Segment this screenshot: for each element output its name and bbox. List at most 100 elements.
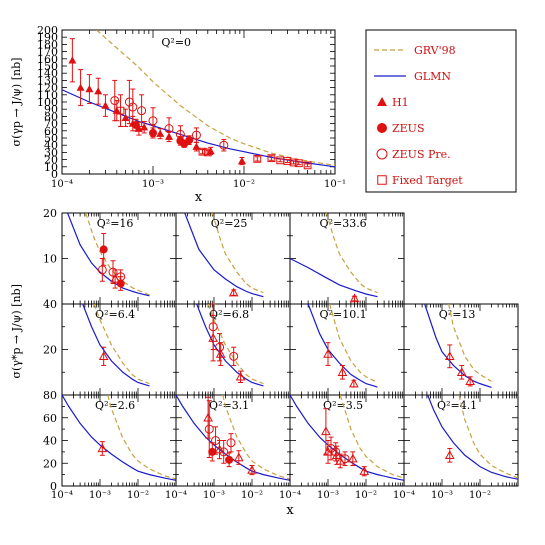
top-point-h1	[76, 83, 85, 91]
dis-errorbar	[206, 400, 212, 459]
top-ylabel: σ(γp → J/ψ) [nb]	[10, 58, 23, 147]
top-point-zeusp	[191, 130, 201, 140]
legend-entry-zeus: ZEUS	[377, 122, 424, 135]
top-errorbar	[150, 107, 156, 135]
top-point-zeusp	[164, 124, 174, 134]
top-xtick-label: 10⁻²	[233, 179, 255, 190]
top-point-fixed	[294, 159, 303, 168]
top-ytick-label: 200	[37, 24, 58, 37]
dis-panel: Q²=33.6	[289, 212, 405, 305]
top-point-h1	[101, 101, 110, 109]
dis-glmn-curve-1	[184, 213, 264, 298]
dis-xtick-label: 10⁻³	[203, 490, 225, 501]
dis-panel: Q²=16	[61, 212, 177, 305]
dis-ytick-label: 20	[43, 457, 57, 470]
top-ytick-label: 100	[37, 96, 58, 109]
dis-panel-q2-label: Q²=10.1	[320, 308, 367, 321]
top-panel: 0102030405060708090100110120130140150160…	[10, 24, 346, 205]
dis-ylabel: σ(γ*p → J/ψ) [nb]	[10, 284, 23, 378]
dis-glmn-curve-6	[424, 304, 492, 389]
top-point-h1	[94, 87, 103, 95]
top-q2-label: Q²=0	[161, 36, 191, 49]
dis-errorbar	[218, 342, 224, 366]
top-point-h1	[85, 85, 94, 93]
dis-errorbar	[325, 342, 331, 366]
dis-xtick-label: 10⁻⁴	[165, 490, 187, 501]
dis-errorbar	[221, 440, 227, 464]
dis-errorbar	[210, 314, 216, 362]
dis-grv-curve-8	[222, 395, 290, 480]
top-point-fixed	[198, 147, 207, 156]
top-point-zeus	[185, 136, 194, 145]
legend-fixed-swatch	[377, 175, 387, 185]
dis-xtick-label: 10⁻³	[431, 490, 453, 501]
dis-xtick-label: 10⁻²	[469, 490, 491, 501]
dis-errorbar	[99, 258, 105, 282]
top-ytick-label: 130	[37, 74, 58, 87]
dis-xtick-label: 10⁻⁴	[51, 490, 73, 501]
top-errorbar	[305, 163, 311, 168]
top-xtick-label: 10⁻³	[142, 179, 164, 190]
dis-point-zeus	[99, 245, 108, 254]
dis-glmn-curve-10	[427, 395, 518, 480]
dis-glmn-curve-3	[82, 304, 150, 387]
dis-xtick-label: 10⁻³	[89, 490, 111, 501]
dis-point-h1	[456, 367, 467, 376]
dis-errorbar	[231, 346, 237, 366]
top-grv-curve	[96, 30, 335, 166]
dis-point-zeusp	[108, 267, 118, 277]
dis-glmn-curve-5	[307, 304, 378, 388]
legend-label: H1	[392, 96, 409, 109]
legend-label: ZEUS Pre.	[392, 148, 451, 161]
top-ytick-label: 80	[44, 110, 58, 123]
dis-errorbar	[228, 433, 234, 453]
dis-point-h1	[465, 376, 475, 386]
dis-point-h1	[321, 426, 331, 436]
dis-point-h1	[323, 349, 333, 358]
dis-point-h1	[444, 450, 455, 459]
dis-point-zeusp	[326, 443, 336, 453]
top-point-fixed	[116, 106, 125, 115]
dis-ytick-label: 60	[43, 412, 57, 425]
top-errorbar	[268, 155, 274, 161]
top-point-zeusp	[175, 129, 185, 139]
dis-ytick-label: 0	[50, 480, 57, 493]
dis-point-h1	[347, 453, 358, 463]
dis-errorbar	[328, 436, 334, 461]
dis-panel: Q²=6.4	[61, 303, 177, 396]
dis-grv-curve-4	[207, 304, 264, 385]
top-errorbar	[296, 161, 302, 166]
top-panel-frame	[61, 29, 336, 175]
dis-grv-curve-10	[458, 395, 518, 479]
dis-point-h1	[331, 450, 342, 459]
top-ytick-label: 140	[37, 67, 58, 80]
legend-label: ZEUS	[392, 122, 424, 135]
top-ytick-label: 30	[44, 146, 58, 159]
dis-point-zeusp	[340, 454, 350, 464]
dis-point-h1	[335, 455, 346, 465]
top-point-h1	[237, 157, 246, 165]
dis-errorbar	[352, 295, 358, 302]
legend: GRV'98 GLMN H1 ZEUS ZEUS Pre. Fixed Target	[365, 29, 517, 193]
top-errorbar	[166, 117, 172, 140]
top-point-zeusp	[148, 116, 158, 126]
top-errorbar	[205, 149, 211, 156]
top-point-zeusp	[110, 96, 120, 106]
top-ytick-label: 110	[37, 89, 58, 102]
dis-panel-q2-label: Q²=2.6	[95, 399, 135, 412]
top-errorbar	[118, 94, 124, 127]
dis-xtick-label: 10⁻³	[317, 490, 339, 501]
top-errorbar	[277, 158, 283, 163]
top-errorbar	[177, 125, 183, 144]
dis-point-h1	[323, 446, 333, 456]
top-point-fixed	[303, 161, 312, 170]
dis-point-h1	[215, 349, 226, 358]
dis-point-zeusp	[229, 351, 239, 361]
top-ytick-label: 70	[44, 118, 58, 131]
dis-glmn-curve-7	[62, 395, 176, 481]
dis-xtick-label: 10⁻²	[355, 490, 377, 501]
dis-errorbar	[342, 451, 348, 467]
top-ytick-label: 40	[44, 139, 58, 152]
dis-errorbar	[205, 396, 211, 439]
